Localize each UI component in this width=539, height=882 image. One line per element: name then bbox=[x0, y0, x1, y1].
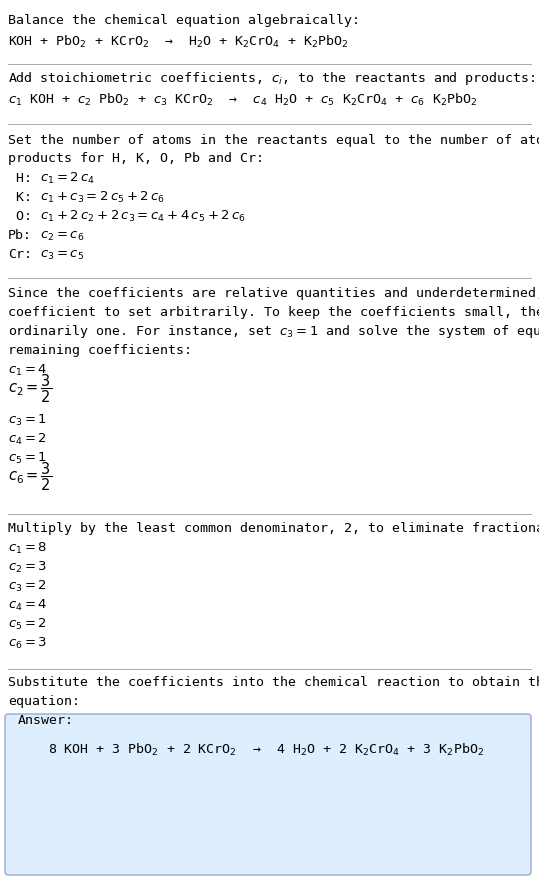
Text: $c_2 = \dfrac{3}{2}$: $c_2 = \dfrac{3}{2}$ bbox=[8, 372, 52, 405]
Text: Answer:: Answer: bbox=[18, 714, 74, 727]
Text: $c_1 + c_3 = 2\,c_5 + 2\,c_6$: $c_1 + c_3 = 2\,c_5 + 2\,c_6$ bbox=[40, 190, 165, 206]
Text: equation:: equation: bbox=[8, 695, 80, 708]
Text: Cr:: Cr: bbox=[8, 248, 32, 261]
Text: $c_3 = 2$: $c_3 = 2$ bbox=[8, 579, 47, 594]
Text: $c_1 = 2\,c_4$: $c_1 = 2\,c_4$ bbox=[40, 171, 95, 186]
Text: products for H, K, O, Pb and Cr:: products for H, K, O, Pb and Cr: bbox=[8, 152, 264, 165]
Text: Add stoichiometric coefficients, $c_i$, to the reactants and products:: Add stoichiometric coefficients, $c_i$, … bbox=[8, 70, 536, 87]
Text: $c_1 + 2\,c_2 + 2\,c_3 = c_4 + 4\,c_5 + 2\,c_6$: $c_1 + 2\,c_2 + 2\,c_3 = c_4 + 4\,c_5 + … bbox=[40, 209, 246, 224]
Text: $c_4 = 4$: $c_4 = 4$ bbox=[8, 598, 47, 613]
Text: ordinarily one. For instance, set $c_3 = 1$ and solve the system of equations fo: ordinarily one. For instance, set $c_3 =… bbox=[8, 323, 539, 340]
Text: Multiply by the least common denominator, 2, to eliminate fractional coefficient: Multiply by the least common denominator… bbox=[8, 522, 539, 535]
Text: $c_2 = c_6$: $c_2 = c_6$ bbox=[40, 230, 84, 243]
Text: $c_1 = 8$: $c_1 = 8$ bbox=[8, 541, 47, 556]
Text: $c_5 = 2$: $c_5 = 2$ bbox=[8, 617, 47, 632]
Text: $c_1$ KOH + $c_2$ PbO$_2$ + $c_3$ KCrO$_2$  →  $c_4$ H$_2$O + $c_5$ K$_2$CrO$_4$: $c_1$ KOH + $c_2$ PbO$_2$ + $c_3$ KCrO$_… bbox=[8, 92, 478, 108]
Text: KOH + PbO$_2$ + KCrO$_2$  →  H$_2$O + K$_2$CrO$_4$ + K$_2$PbO$_2$: KOH + PbO$_2$ + KCrO$_2$ → H$_2$O + K$_2… bbox=[8, 34, 348, 50]
Text: $c_5 = 1$: $c_5 = 1$ bbox=[8, 451, 47, 466]
Text: coefficient to set arbitrarily. To keep the coefficients small, the arbitrary va: coefficient to set arbitrarily. To keep … bbox=[8, 306, 539, 319]
Text: K:: K: bbox=[8, 191, 32, 204]
Text: Since the coefficients are relative quantities and underdetermined, choose a: Since the coefficients are relative quan… bbox=[8, 287, 539, 300]
Text: Balance the chemical equation algebraically:: Balance the chemical equation algebraica… bbox=[8, 14, 360, 27]
Text: Set the number of atoms in the reactants equal to the number of atoms in the: Set the number of atoms in the reactants… bbox=[8, 134, 539, 147]
Text: $c_3 = c_5$: $c_3 = c_5$ bbox=[40, 249, 84, 262]
Text: remaining coefficients:: remaining coefficients: bbox=[8, 344, 192, 357]
Text: $c_3 = 1$: $c_3 = 1$ bbox=[8, 413, 47, 428]
Text: $c_2 = 3$: $c_2 = 3$ bbox=[8, 560, 47, 575]
Text: Pb:: Pb: bbox=[8, 229, 32, 242]
Text: $c_1 = 4$: $c_1 = 4$ bbox=[8, 363, 47, 378]
Text: Substitute the coefficients into the chemical reaction to obtain the balanced: Substitute the coefficients into the che… bbox=[8, 676, 539, 689]
Text: 8 KOH + 3 PbO$_2$ + 2 KCrO$_2$  →  4 H$_2$O + 2 K$_2$CrO$_4$ + 3 K$_2$PbO$_2$: 8 KOH + 3 PbO$_2$ + 2 KCrO$_2$ → 4 H$_2$… bbox=[48, 742, 484, 759]
Text: $c_4 = 2$: $c_4 = 2$ bbox=[8, 432, 47, 447]
Text: O:: O: bbox=[8, 210, 32, 223]
Text: $c_6 = \dfrac{3}{2}$: $c_6 = \dfrac{3}{2}$ bbox=[8, 460, 52, 493]
FancyBboxPatch shape bbox=[5, 714, 531, 875]
Text: $c_6 = 3$: $c_6 = 3$ bbox=[8, 636, 47, 651]
Text: H:: H: bbox=[8, 172, 32, 185]
